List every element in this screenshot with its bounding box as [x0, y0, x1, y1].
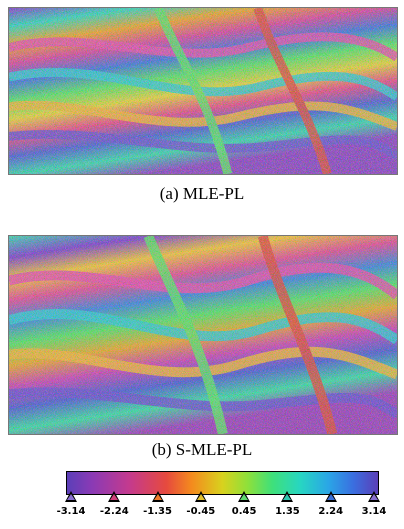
colorbar-tick-marker: [281, 491, 294, 502]
colorbar-tick-label: -1.35: [143, 506, 172, 517]
colorbar-tick-marker: [368, 491, 380, 502]
colorbar-tick-marker: [324, 491, 337, 502]
caption-b: (b) S-MLE-PL: [151, 440, 253, 459]
colorbar-tick-label: 0.45: [231, 506, 257, 517]
colorbar-tick-label: -2.24: [99, 506, 129, 517]
interferogram-a-image: [9, 8, 397, 174]
interferogram-b: [8, 235, 398, 435]
interferogram-a: [8, 7, 398, 175]
colorbar-tick-label: 3.14: [361, 506, 387, 517]
colorbar-tick-label: 1.35: [275, 506, 300, 517]
caption-a: (a) MLE-PL: [159, 184, 245, 203]
colorbar-tick-label: 2.24: [318, 506, 344, 517]
colorbar-tick-marker: [194, 491, 207, 502]
colorbar-tick-marker: [151, 491, 164, 502]
colorbar-tick-marker: [65, 491, 77, 502]
colorbar-tick-marker: [108, 491, 121, 502]
colorbar-tick-marker: [238, 491, 251, 502]
colorbar-tick-label: -0.45: [186, 506, 216, 517]
colorbar-tick-label: -3.14: [56, 506, 86, 517]
interferogram-b-image: [9, 236, 397, 434]
